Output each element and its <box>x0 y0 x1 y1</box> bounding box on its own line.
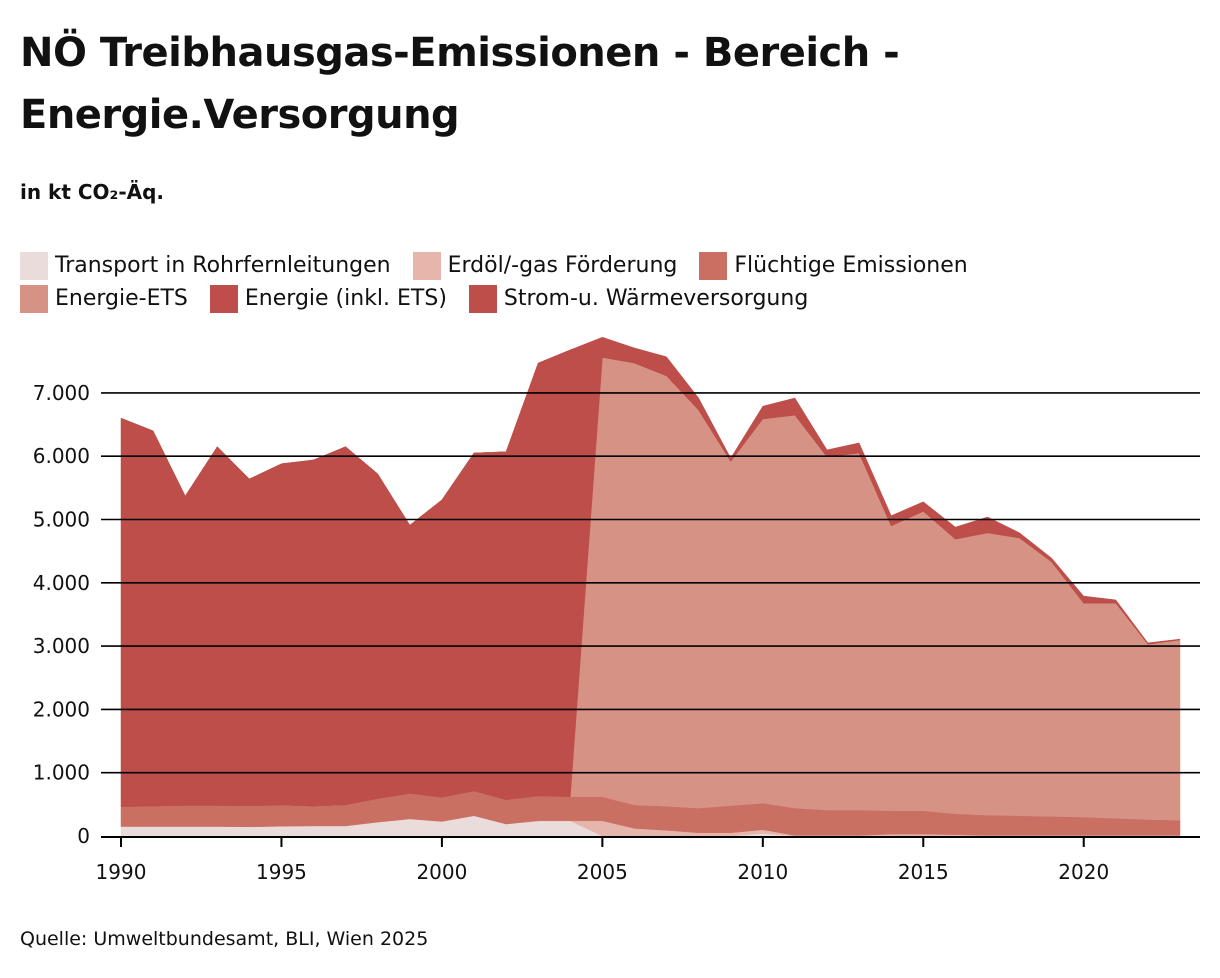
area-layers <box>120 336 1181 837</box>
legend-row-2: Energie-ETS Energie (inkl. ETS) Strom-u.… <box>20 282 1170 315</box>
legend-swatch <box>20 284 48 313</box>
legend-row-1: Transport in Rohrfernleitungen Erdöl/-ga… <box>20 249 1170 282</box>
legend: Transport in Rohrfernleitungen Erdöl/-ga… <box>20 249 1170 315</box>
legend-item-energie[interactable]: Energie (inkl. ETS) <box>209 284 447 313</box>
legend-item-strom[interactable]: Strom-u. Wärmeversorgung <box>468 284 809 313</box>
x-tick-label: 2000 <box>416 860 467 884</box>
legend-item-energie-ets[interactable]: Energie-ETS <box>20 284 188 313</box>
y-tick-label: 7.000 <box>33 381 90 405</box>
legend-label: Energie-ETS <box>55 286 188 311</box>
legend-swatch <box>468 284 497 313</box>
gridlines <box>101 392 1200 774</box>
legend-label: Transport in Rohrfernleitungen <box>55 253 391 278</box>
legend-label: Strom-u. Wärmeversorgung <box>503 286 809 311</box>
source-note: Quelle: Umweltbundesamt, BLI, Wien 2025 <box>20 928 429 950</box>
legend-label: Flüchtige Emissionen <box>734 253 968 278</box>
y-tick-label: 2.000 <box>33 697 90 721</box>
x-tick-label: 2010 <box>737 860 788 884</box>
chart-title: NÖ Treibhausgas-Emissionen - Bereich - E… <box>20 30 900 138</box>
legend-item-transport[interactable]: Transport in Rohrfernleitungen <box>20 251 391 280</box>
y-tick-label: 4.000 <box>33 571 90 595</box>
y-tick-label: 0 <box>77 824 90 848</box>
x-tick-label: 2020 <box>1058 860 1109 884</box>
x-tick-label: 2015 <box>898 860 949 884</box>
legend-swatch <box>699 251 728 280</box>
x-axis: 1990 1995 2000 2005 2010 2015 2020 <box>96 836 1200 884</box>
chart-subtitle: in kt CO₂-Äq. <box>20 180 165 204</box>
x-tick-label: 1995 <box>256 860 307 884</box>
y-tick-label: 6.000 <box>33 444 90 468</box>
y-tick-label: 1.000 <box>33 761 90 785</box>
x-tick-label: 2005 <box>577 860 628 884</box>
legend-label: Erdöl/-gas Förderung <box>447 253 678 278</box>
legend-item-erdoel[interactable]: Erdöl/-gas Förderung <box>412 251 678 280</box>
legend-swatch <box>209 284 238 313</box>
legend-swatch <box>412 251 441 280</box>
y-axis: 0 1.000 2.000 3.000 4.000 5.000 6.000 7.000 <box>33 381 90 848</box>
legend-item-fluechtige[interactable]: Flüchtige Emissionen <box>699 251 968 280</box>
legend-swatch <box>20 251 48 280</box>
area-series-5 <box>120 336 1181 645</box>
legend-label: Energie (inkl. ETS) <box>244 286 447 311</box>
x-tick-label: 1990 <box>96 860 147 884</box>
y-tick-label: 5.000 <box>33 508 90 532</box>
y-tick-label: 3.000 <box>33 634 90 658</box>
